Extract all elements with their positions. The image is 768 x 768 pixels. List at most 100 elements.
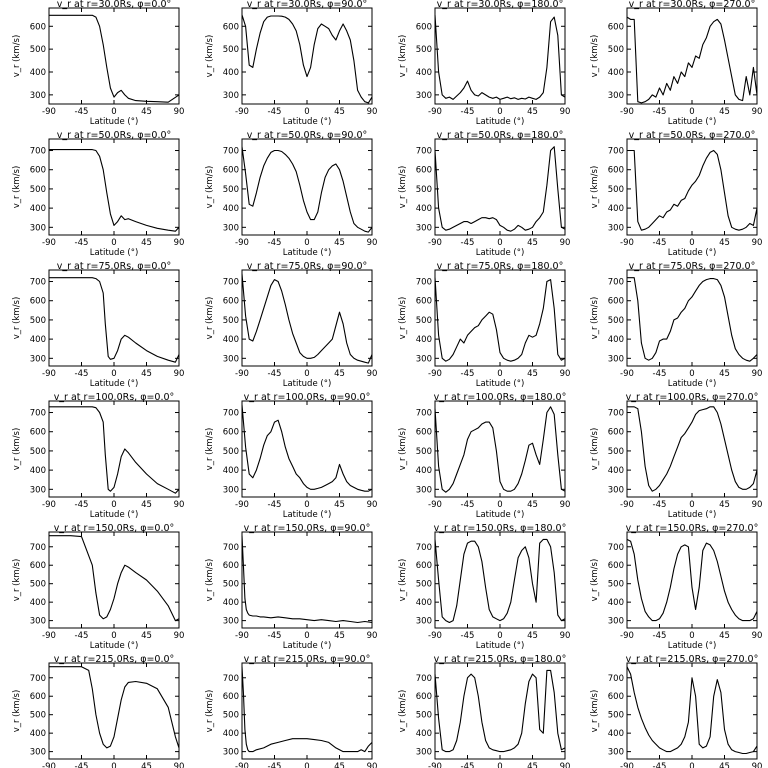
x-axis-label: Latitude (°) — [283, 510, 332, 520]
y-tick-label: 300 — [608, 354, 624, 364]
y-tick-label: 300 — [416, 354, 432, 364]
x-tick-label: -90 — [620, 369, 634, 379]
y-axis-label: v_r (km/s) — [12, 297, 22, 340]
series-line — [626, 16, 758, 104]
y-tick-label: 400 — [223, 335, 239, 345]
x-tick-label: -45 — [461, 107, 475, 117]
y-axis-label: v_r (km/s) — [398, 297, 408, 340]
x-tick-label: -90 — [428, 369, 442, 379]
panel-title: v_r at r=50.0Rs, φ=270.0° — [629, 130, 756, 141]
y-tick-label: 700 — [223, 147, 239, 157]
x-tick-label: 0 — [497, 238, 502, 248]
y-axis-label: v_r (km/s) — [12, 166, 22, 209]
panel-2: v_r at r=30.0Rs, φ=90.0° -90 -45 0 45 90 300 40… — [205, 0, 377, 127]
y-tick-label: 300 — [416, 748, 432, 758]
y-tick-label: 600 — [223, 166, 239, 176]
panel-title: v_r at r=150.0Rs, φ=270.0° — [626, 523, 759, 534]
x-tick-label: 90 — [367, 107, 378, 117]
x-tick-label: 90 — [174, 500, 185, 510]
y-tick-label: 700 — [416, 409, 432, 419]
y-tick-label: 500 — [608, 45, 624, 55]
y-tick-label: 600 — [416, 692, 432, 702]
plot-frame — [626, 138, 758, 236]
x-tick-label: -90 — [620, 631, 634, 641]
series-line — [49, 535, 180, 622]
y-axis-label: v_r (km/s) — [205, 690, 215, 733]
panel-title: v_r at r=215.0Rs, φ=180.0° — [434, 654, 567, 665]
y-tick-label: 500 — [223, 45, 239, 55]
series-line — [626, 538, 758, 622]
y-tick-label: 400 — [608, 335, 624, 345]
x-tick-label: 0 — [304, 107, 309, 117]
y-tick-label: 300 — [30, 91, 46, 101]
plot-frame — [241, 400, 373, 498]
x-axis-label: Latitude (°) — [668, 117, 717, 127]
panel-22: v_r at r=215.0Rs, φ=90.0° -90 -45 0 45 90 300 4… — [205, 654, 377, 768]
y-tick-label: 500 — [223, 711, 239, 721]
y-axis-label: v_r (km/s) — [205, 166, 215, 209]
x-tick-label: 90 — [752, 369, 763, 379]
series-line — [626, 666, 758, 755]
panel-title: v_r at r=50.0Rs, φ=180.0° — [437, 130, 564, 141]
y-tick-label: 500 — [416, 447, 432, 457]
x-tick-label: 0 — [689, 500, 694, 510]
x-tick-label: -45 — [653, 762, 667, 768]
x-tick-label: -45 — [653, 107, 667, 117]
y-tick-label: 400 — [30, 466, 46, 476]
panel-3: v_r at r=30.0Rs, φ=180.0° -90 -45 0 45 90 300 4… — [398, 0, 570, 127]
x-tick-label: -45 — [268, 238, 282, 248]
y-axis-label: v_r (km/s) — [205, 297, 215, 340]
y-tick-label: 400 — [30, 729, 46, 739]
series-line — [49, 149, 180, 232]
panel-title: v_r at r=30.0Rs, φ=270.0° — [629, 0, 756, 10]
y-tick-label: 500 — [223, 316, 239, 326]
panel-18: v_r at r=150.0Rs, φ=90.0° -90 -45 0 45 90 300 4… — [205, 523, 377, 651]
x-tick-label: 90 — [174, 107, 185, 117]
y-tick-label: 400 — [608, 466, 624, 476]
x-tick-label: 0 — [304, 762, 309, 768]
panel-title: v_r at r=100.0Rs, φ=0.0° — [54, 392, 175, 403]
panel-5: v_r at r=50.0Rs, φ=0.0° -90 -45 0 45 90 300 400… — [12, 130, 184, 258]
x-axis-label: Latitude (°) — [476, 641, 525, 651]
plot-frame — [241, 7, 373, 105]
y-axis-label: v_r (km/s) — [590, 166, 600, 209]
y-tick-label: 700 — [223, 278, 239, 288]
x-tick-label: 45 — [527, 500, 538, 510]
y-tick-label: 400 — [223, 598, 239, 608]
panel-15: v_r at r=100.0Rs, φ=180.0° -90 -45 0 45 90 300… — [398, 392, 570, 520]
x-tick-label: 90 — [560, 238, 571, 248]
y-tick-label: 300 — [30, 223, 46, 233]
panel-title: v_r at r=150.0Rs, φ=180.0° — [434, 523, 567, 534]
panel-11: v_r at r=75.0Rs, φ=180.0° -90 -45 0 45 90 300 4… — [398, 261, 570, 389]
x-axis-label: Latitude (°) — [668, 379, 717, 389]
y-tick-label: 400 — [416, 335, 432, 345]
y-axis-label: v_r (km/s) — [590, 35, 600, 78]
x-tick-label: -90 — [235, 238, 249, 248]
panel-7: v_r at r=50.0Rs, φ=180.0° -90 -45 0 45 90 300 4… — [398, 130, 570, 258]
series-line — [434, 146, 566, 232]
y-tick-label: 600 — [416, 22, 432, 32]
plot-frame — [48, 138, 180, 236]
x-tick-label: 45 — [527, 238, 538, 248]
series-line — [241, 273, 373, 364]
y-tick-label: 300 — [608, 485, 624, 495]
y-tick-label: 300 — [30, 748, 46, 758]
series-line — [241, 404, 373, 492]
panel-title: v_r at r=150.0Rs, φ=90.0° — [244, 523, 371, 534]
plot-frame — [48, 400, 180, 498]
x-tick-label: 0 — [689, 369, 694, 379]
x-tick-label: 45 — [141, 369, 152, 379]
x-tick-label: 0 — [111, 762, 116, 768]
y-tick-label: 400 — [608, 204, 624, 214]
x-tick-label: -90 — [42, 762, 56, 768]
series-line — [627, 406, 758, 492]
y-tick-label: 400 — [608, 729, 624, 739]
y-tick-label: 400 — [30, 68, 46, 78]
y-tick-label: 700 — [30, 409, 46, 419]
x-tick-label: 90 — [752, 107, 763, 117]
y-tick-label: 600 — [608, 22, 624, 32]
series-line — [241, 666, 373, 753]
x-tick-label: 90 — [174, 369, 185, 379]
y-axis-label: v_r (km/s) — [12, 428, 22, 471]
